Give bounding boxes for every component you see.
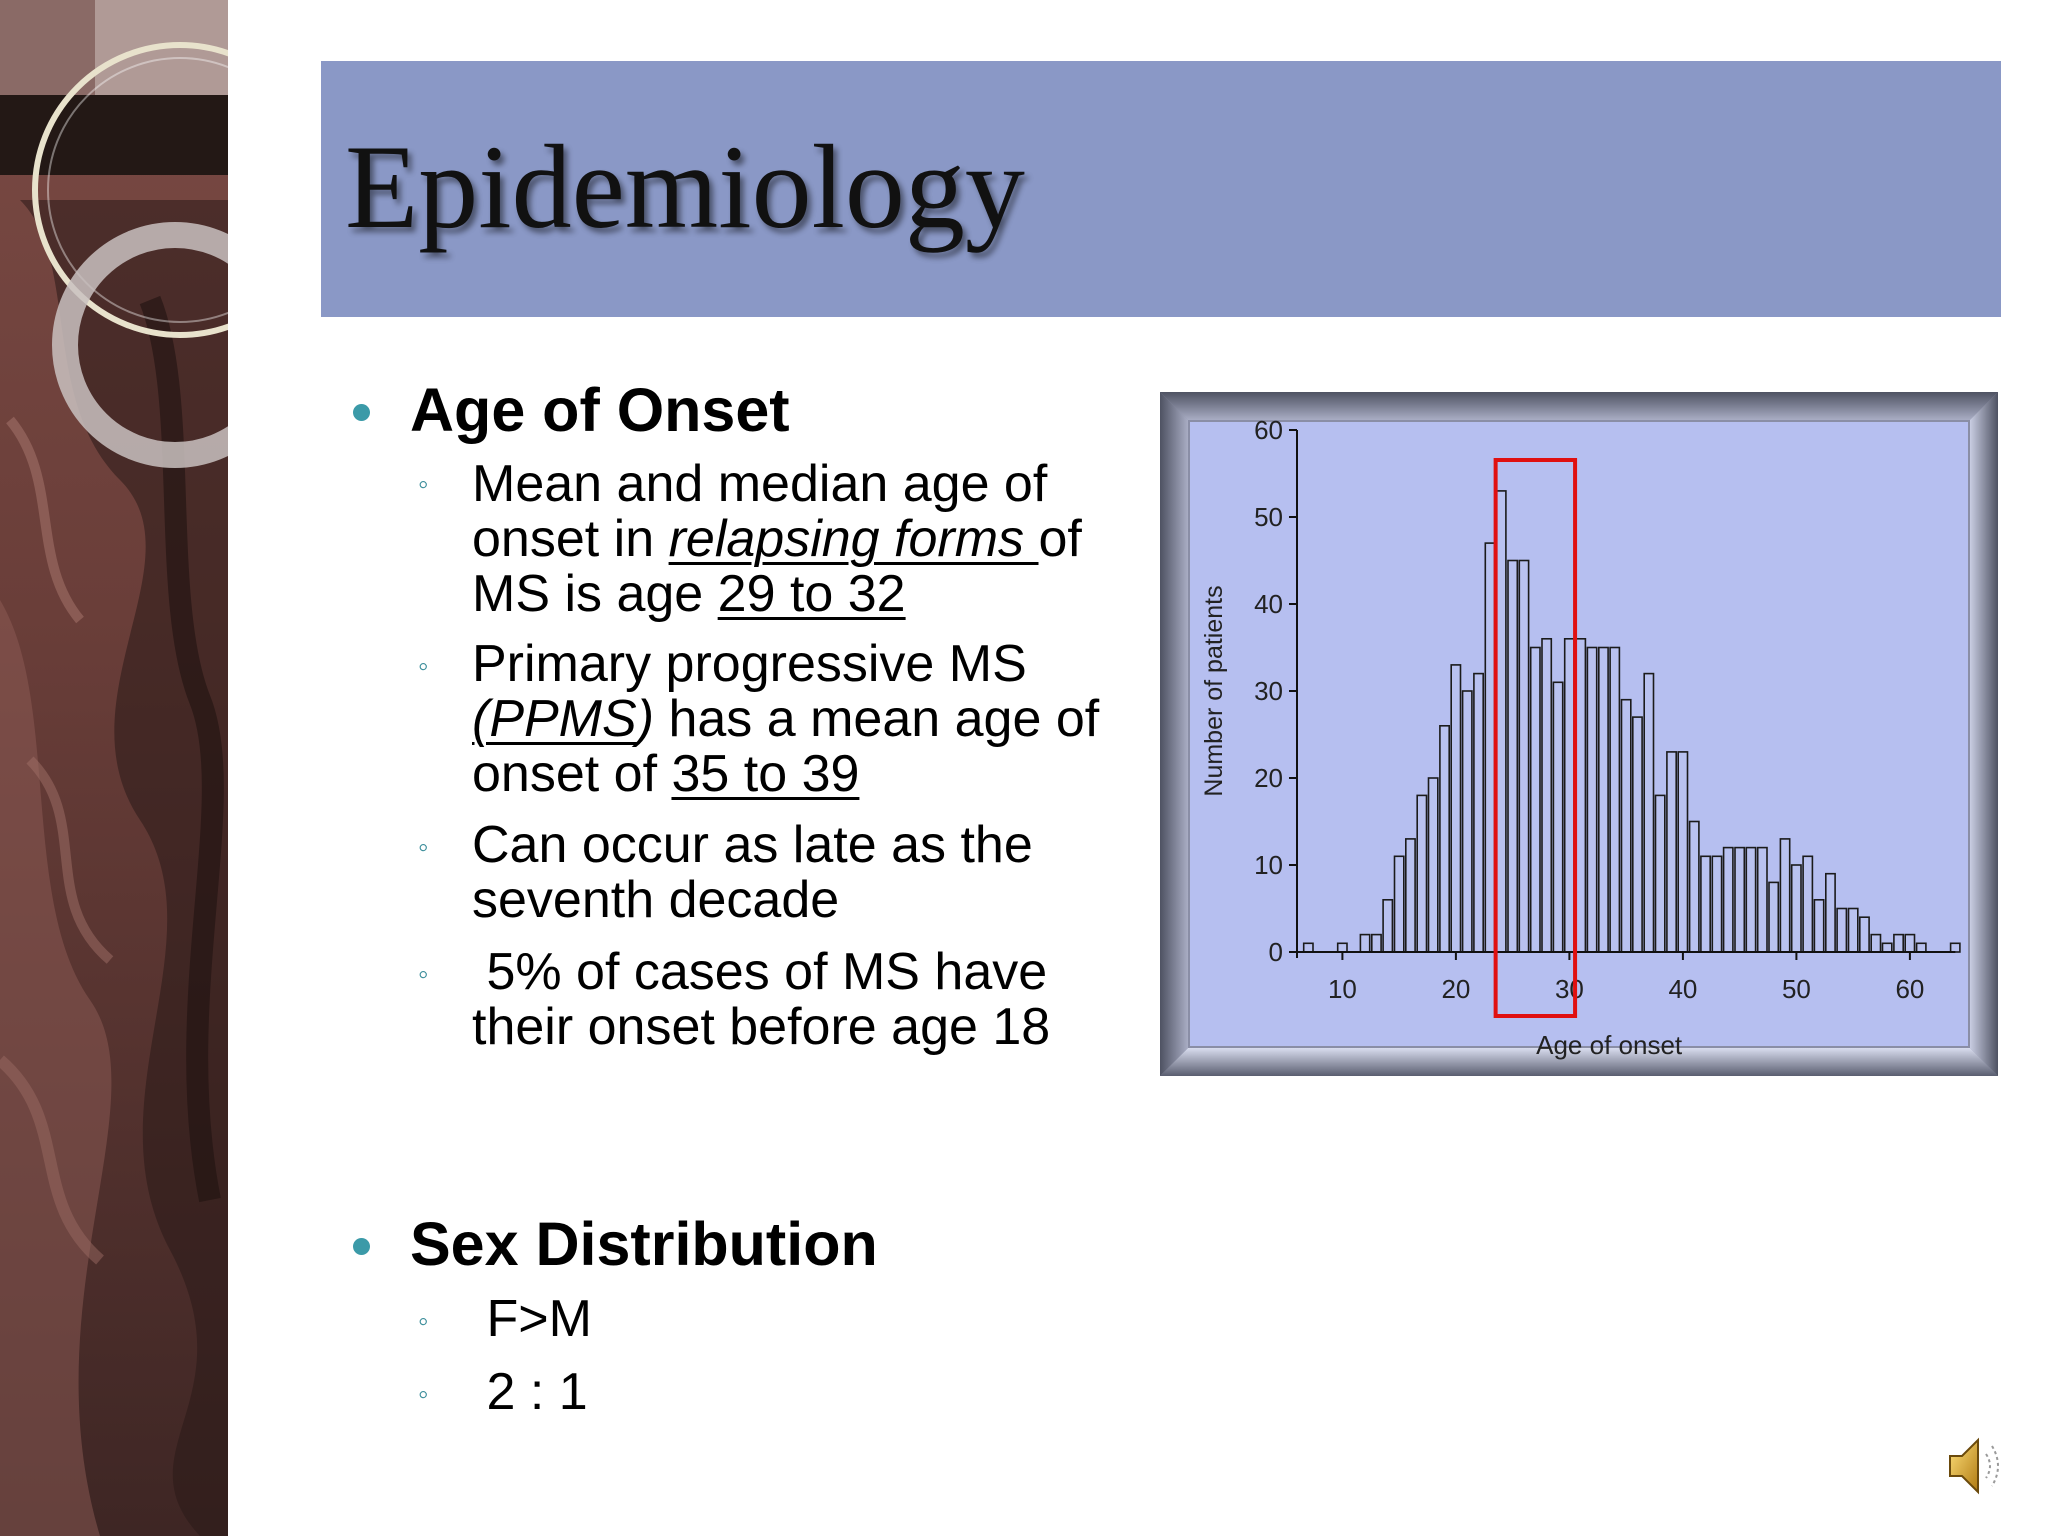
- heading-age-of-onset: Age of Onset: [410, 376, 790, 444]
- histogram-bar: [1609, 646, 1621, 953]
- histogram-bar: [1870, 933, 1882, 953]
- relapsing-forms-link[interactable]: relapsing forms: [668, 510, 1039, 568]
- histogram-bar: [1643, 672, 1655, 953]
- text-late-onset: Can occur as late as the seventh decade: [472, 816, 1033, 929]
- y-tick-label: 10: [1254, 850, 1283, 880]
- y-tick-label: 0: [1269, 937, 1283, 967]
- histogram-bar: [1688, 820, 1700, 953]
- title-band: Epidemiology: [321, 61, 2001, 317]
- histogram-bar: [1359, 933, 1371, 953]
- sub-bullet-2: ◦: [418, 650, 429, 683]
- age-of-onset-chart: 0 10 20 30 40 50 60 10 20 30 40 50 60 Age of onset Num…: [1160, 392, 1998, 1076]
- histogram-bar: [1563, 638, 1575, 953]
- histogram-bar: [1836, 907, 1848, 953]
- y-tick-label: 40: [1254, 589, 1283, 619]
- sub-bullet-5: ◦: [418, 1305, 429, 1338]
- histogram-bar: [1416, 794, 1428, 953]
- histogram-bar: [1915, 942, 1927, 953]
- bullet-age-of-onset: [353, 404, 370, 421]
- x-tick-label: 30: [1555, 974, 1584, 1004]
- sub-bullet-1: ◦: [418, 468, 429, 501]
- histogram-bar: [1597, 646, 1609, 953]
- histogram-bar: [1620, 698, 1632, 953]
- histogram-bar: [1484, 542, 1496, 953]
- histogram-bar: [1552, 681, 1564, 953]
- histogram-bar: [1745, 846, 1757, 953]
- y-axis-label: Number of patients: [1200, 585, 1228, 796]
- histogram-bar: [1586, 646, 1598, 953]
- text-ppms-onset: Primary progressive MS (PPMS) has a mean…: [472, 635, 1100, 803]
- text-ratio: 2 : 1: [472, 1363, 588, 1421]
- histogram-bar: [1881, 942, 1893, 953]
- histogram-bar: [1529, 646, 1541, 953]
- histogram-bar: [1371, 933, 1382, 953]
- histogram-bar: [1779, 838, 1791, 953]
- histogram-bar: [1700, 855, 1712, 953]
- y-tick-label: 50: [1254, 502, 1283, 532]
- histogram-bar: [1405, 838, 1416, 953]
- histogram-bar: [1722, 846, 1734, 953]
- text-f-gt-m: F>M: [472, 1290, 592, 1348]
- age-35-39-link[interactable]: 35 to 39: [671, 745, 860, 803]
- histogram-bar: [1461, 690, 1473, 953]
- histogram-bar: [1813, 898, 1825, 953]
- histogram-svg: 0 10 20 30 40 50 60 10 20 30 40 50 60 Age of onset Num…: [1160, 392, 1998, 1076]
- y-tick-label: 30: [1254, 676, 1283, 706]
- histogram-bar: [1858, 916, 1870, 953]
- x-tick-label: 10: [1328, 974, 1357, 1004]
- histogram-bar: [1847, 907, 1859, 953]
- y-tick-label: 60: [1254, 415, 1283, 445]
- histogram-bar: [1393, 855, 1405, 953]
- y-tick-label: 20: [1254, 763, 1283, 793]
- ppms-link[interactable]: (PPMS: [472, 690, 637, 748]
- speaker-glyph: [1949, 1437, 1999, 1495]
- x-tick-label: 60: [1895, 974, 1924, 1004]
- mri-background-image: [0, 0, 228, 1536]
- histogram-bar: [1824, 872, 1836, 953]
- x-tick-label: 20: [1441, 974, 1470, 1004]
- heading-sex-distribution: Sex Distribution: [410, 1210, 878, 1278]
- histogram-bar: [1711, 855, 1723, 953]
- bullet-sex-distribution: [353, 1238, 370, 1255]
- histogram-bar: [1666, 751, 1677, 953]
- histogram-bar: [1575, 638, 1587, 953]
- histogram-bar: [1904, 933, 1916, 953]
- x-axis-label: Age of onset: [1536, 1030, 1683, 1060]
- histogram-bar: [1382, 898, 1394, 953]
- histogram-bar: [1336, 942, 1348, 953]
- slide-title: Epidemiology: [345, 120, 1025, 253]
- text-pediatric-onset: 5% of cases of MS have their onset befor…: [472, 943, 1062, 1056]
- histogram-bar: [1949, 942, 1961, 953]
- histogram-bar: [1790, 864, 1802, 953]
- histogram-bar: [1654, 794, 1666, 953]
- histogram-bar: [1802, 855, 1814, 953]
- sub-bullet-3: ◦: [418, 831, 429, 864]
- histogram-bar: [1495, 490, 1507, 953]
- x-tick-label: 50: [1782, 974, 1811, 1004]
- histogram-bar: [1631, 716, 1643, 953]
- histogram-bar: [1473, 672, 1484, 953]
- decorative-side-panel: [0, 0, 228, 1536]
- histogram-bar: [1893, 933, 1905, 953]
- speaker-icon[interactable]: [1944, 1432, 2008, 1500]
- histogram-bar: [1302, 942, 1314, 953]
- histogram-bar: [1439, 724, 1450, 953]
- highlight-box: [1493, 458, 1578, 1018]
- sub-bullet-6: ◦: [418, 1378, 429, 1411]
- histogram-bar: [1427, 777, 1439, 953]
- histogram-bar: [1450, 664, 1462, 953]
- text-mean-median-onset: Mean and median age of onset in relapsin…: [472, 455, 1082, 623]
- histogram-bar: [1541, 638, 1553, 953]
- histogram-bar: [1768, 881, 1780, 953]
- histogram-bar: [1507, 559, 1519, 953]
- age-29-32-link[interactable]: 29 to 32: [717, 565, 906, 623]
- histogram-bar: [1677, 751, 1689, 953]
- sub-bullet-4: ◦: [418, 958, 429, 991]
- histogram-bar: [1518, 559, 1530, 953]
- histogram-bar: [1734, 846, 1746, 953]
- histogram-bar: [1756, 846, 1768, 953]
- x-tick-label: 40: [1668, 974, 1697, 1004]
